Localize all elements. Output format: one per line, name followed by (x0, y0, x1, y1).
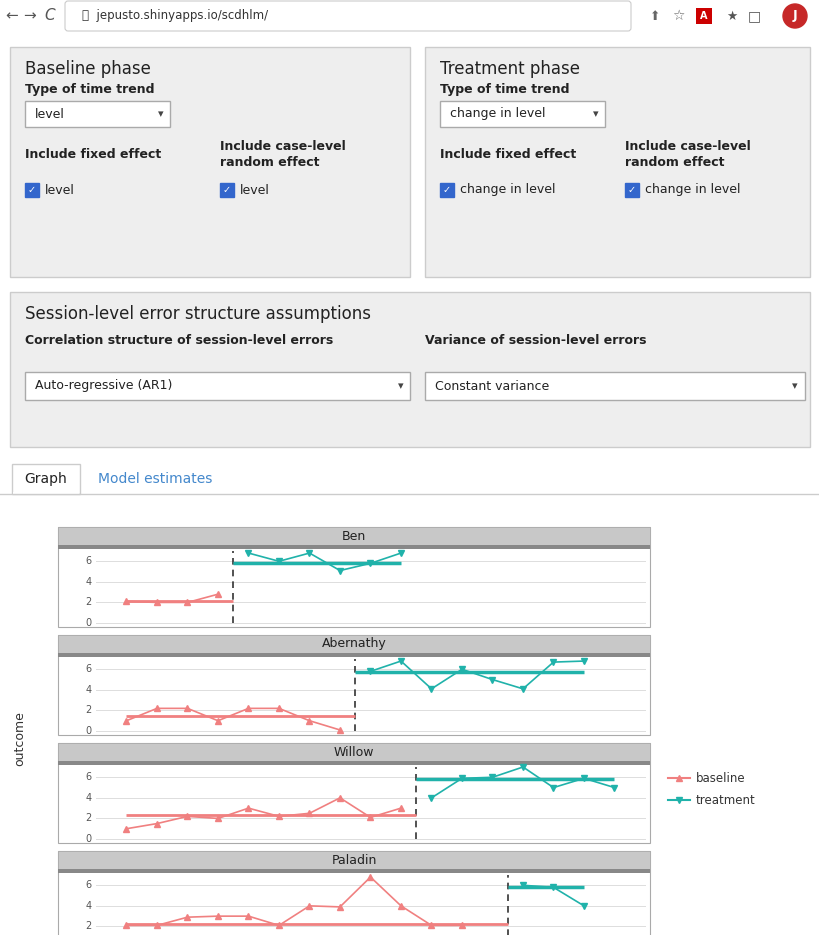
Text: change in level: change in level (459, 183, 554, 196)
Text: 4: 4 (86, 793, 92, 803)
Text: 4: 4 (86, 684, 92, 695)
Text: A: A (699, 11, 707, 21)
Text: J: J (792, 9, 796, 22)
Bar (58, 851, 649, 869)
Text: 6: 6 (86, 880, 92, 890)
Text: Correlation structure of session-level errors: Correlation structure of session-level e… (25, 334, 333, 347)
Bar (58, 869, 649, 873)
Text: random effect: random effect (219, 155, 319, 168)
Bar (25, 372, 409, 400)
Text: 2: 2 (86, 813, 92, 824)
Text: 4: 4 (86, 577, 92, 587)
Text: treatment: treatment (695, 794, 755, 807)
Text: ★: ★ (725, 9, 736, 22)
Text: 2: 2 (86, 921, 92, 931)
Text: change in level: change in level (645, 183, 740, 196)
Text: level: level (35, 108, 65, 121)
Text: Model estimates: Model estimates (97, 472, 212, 486)
Text: Include fixed effect: Include fixed effect (440, 149, 576, 162)
Text: Baseline phase: Baseline phase (25, 60, 151, 78)
Text: level: level (45, 183, 75, 196)
Text: Session-level error structure assumptions: Session-level error structure assumption… (25, 305, 370, 323)
Text: ☆: ☆ (672, 9, 684, 23)
Text: Type of time trend: Type of time trend (440, 82, 569, 95)
Text: baseline: baseline (695, 771, 744, 784)
Bar (424, 47, 809, 277)
Bar (0, 464, 819, 935)
Bar (58, 653, 649, 657)
Bar (10, 47, 409, 277)
Bar (219, 183, 233, 197)
Bar (13, 492, 79, 494)
Bar (58, 545, 649, 549)
Text: 0: 0 (86, 834, 92, 844)
Text: 0: 0 (86, 726, 92, 736)
Text: ←: ← (6, 8, 18, 23)
Bar (58, 743, 649, 843)
Bar (58, 761, 649, 765)
Text: 6: 6 (86, 664, 92, 674)
Text: Type of time trend: Type of time trend (25, 82, 154, 95)
Text: level: level (240, 183, 269, 196)
Text: Ben: Ben (342, 529, 365, 542)
Text: Auto-regressive (AR1): Auto-regressive (AR1) (35, 380, 172, 393)
Text: ▾: ▾ (397, 381, 403, 391)
Bar (624, 183, 638, 197)
Text: 6: 6 (86, 772, 92, 783)
Text: 2: 2 (86, 597, 92, 608)
Bar (12, 464, 80, 494)
Bar (58, 635, 649, 653)
Text: ✓: ✓ (442, 185, 450, 195)
FancyBboxPatch shape (65, 1, 631, 31)
Bar (695, 8, 711, 24)
Text: →: → (24, 8, 36, 23)
Text: random effect: random effect (624, 155, 724, 168)
Text: ✓: ✓ (223, 185, 231, 195)
Bar (58, 527, 649, 545)
Text: □: □ (747, 9, 760, 23)
Text: 🔒  jepusto.shinyapps.io/scdhlm/: 🔒 jepusto.shinyapps.io/scdhlm/ (82, 9, 268, 22)
Bar (10, 292, 809, 447)
Text: Willow: Willow (333, 745, 373, 758)
Text: Abernathy: Abernathy (321, 638, 386, 651)
Text: 6: 6 (86, 556, 92, 567)
Text: ✓: ✓ (28, 185, 36, 195)
Text: ▾: ▾ (158, 109, 164, 119)
Bar (440, 183, 454, 197)
Bar (25, 183, 39, 197)
Bar (440, 101, 604, 127)
Text: outcome: outcome (13, 712, 26, 767)
Text: 0: 0 (86, 618, 92, 628)
Text: 4: 4 (86, 900, 92, 911)
Text: Graph: Graph (25, 472, 67, 486)
Circle shape (782, 4, 806, 28)
Text: Include fixed effect: Include fixed effect (25, 149, 161, 162)
Text: Include case-level: Include case-level (219, 140, 346, 153)
Text: Constant variance: Constant variance (434, 380, 549, 393)
Text: change in level: change in level (450, 108, 545, 121)
Text: C: C (44, 8, 55, 23)
Bar (58, 635, 649, 735)
Text: Include case-level: Include case-level (624, 140, 750, 153)
Text: ▾: ▾ (592, 109, 598, 119)
Bar (58, 851, 649, 935)
Bar (424, 372, 804, 400)
Text: Paladin: Paladin (331, 854, 376, 867)
Bar (58, 527, 649, 627)
Text: Variance of session-level errors: Variance of session-level errors (424, 334, 645, 347)
Bar (25, 101, 170, 127)
Text: 2: 2 (86, 705, 92, 715)
Text: ✓: ✓ (627, 185, 636, 195)
Text: ⬆: ⬆ (649, 9, 659, 22)
Text: ▾: ▾ (791, 381, 797, 391)
Bar (58, 743, 649, 761)
Text: Treatment phase: Treatment phase (440, 60, 579, 78)
